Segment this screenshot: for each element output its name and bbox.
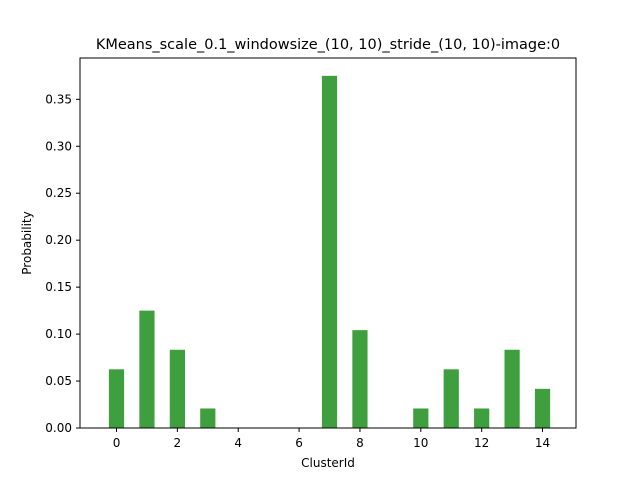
bar-cluster-11 <box>443 369 459 428</box>
x-tick-label: 8 <box>356 436 364 450</box>
chart-title: KMeans_scale_0.1_windowsize_(10, 10)_str… <box>96 37 560 53</box>
y-tick-label: 0.35 <box>45 92 72 106</box>
y-axis-ticks: 0.00 0.05 0.10 0.15 0.20 0.25 0.30 0.35 <box>45 92 80 435</box>
bar-cluster-10 <box>413 408 429 428</box>
bar-cluster-8 <box>352 330 368 428</box>
x-axis-ticks: 0 2 4 6 8 10 12 14 <box>113 428 550 450</box>
bar-cluster-0 <box>108 369 125 428</box>
x-tick-label: 14 <box>535 436 550 450</box>
x-tick-label: 12 <box>474 436 489 450</box>
bars-group <box>108 75 551 428</box>
bar-cluster-14 <box>534 388 551 428</box>
bar-cluster-12 <box>474 408 490 428</box>
y-tick-label: 0.05 <box>45 374 72 388</box>
x-tick-label: 6 <box>295 436 303 450</box>
y-tick-label: 0.20 <box>45 233 72 247</box>
x-tick-label: 0 <box>113 436 121 450</box>
bar-cluster-13 <box>504 349 520 428</box>
x-tick-label: 10 <box>413 436 428 450</box>
x-tick-label: 2 <box>174 436 182 450</box>
y-tick-label: 0.25 <box>45 186 72 200</box>
y-tick-label: 0.00 <box>45 421 72 435</box>
y-tick-label: 0.30 <box>45 139 72 153</box>
x-axis-label: ClusterId <box>301 456 355 470</box>
bar-cluster-2 <box>169 349 185 428</box>
bar-cluster-7 <box>321 75 338 428</box>
y-axis-label: Probability <box>20 211 34 274</box>
x-tick-label: 4 <box>234 436 242 450</box>
y-tick-label: 0.15 <box>45 280 72 294</box>
plot-frame <box>79 57 577 429</box>
bar-cluster-3 <box>200 408 216 428</box>
y-tick-label: 0.10 <box>45 327 72 341</box>
bar-cluster-1 <box>139 310 155 428</box>
